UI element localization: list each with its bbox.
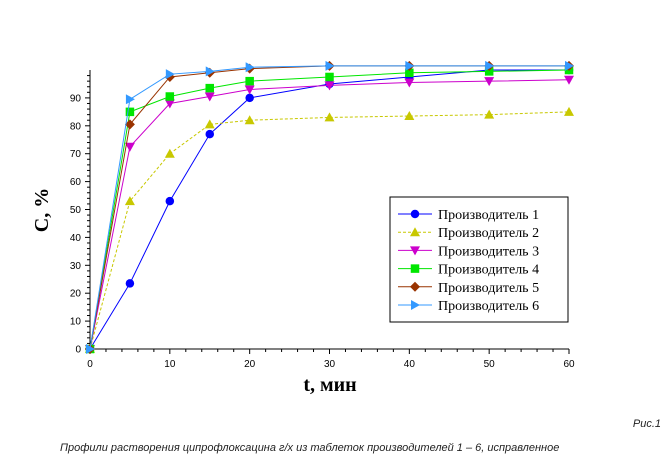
x-tick-label: 40 [404, 359, 416, 370]
data-point [404, 111, 415, 121]
data-point [204, 92, 215, 102]
y-tick-label: 40 [70, 233, 82, 244]
legend-label: Производитель 5 [438, 281, 539, 296]
x-tick-label: 60 [563, 359, 575, 370]
data-point [244, 85, 255, 95]
legend-marker [410, 264, 420, 273]
data-point [564, 75, 574, 85]
legend-item: Производитель 4 [398, 263, 539, 278]
data-point [485, 60, 495, 71]
y-tick-label: 70 [70, 149, 82, 160]
legend-marker [410, 227, 420, 237]
data-point [325, 60, 335, 71]
data-point [245, 93, 254, 103]
data-point [164, 99, 175, 109]
data-point [165, 196, 175, 206]
y-tick-label: 60 [70, 177, 82, 188]
series-group [85, 60, 574, 354]
data-point [205, 66, 215, 77]
y-axis-label: C, % [31, 188, 53, 232]
data-point [125, 279, 135, 288]
y-tick-label: 20 [70, 289, 82, 300]
y-tick-label: 90 [70, 93, 82, 104]
legend-label: Производитель 1 [438, 208, 539, 223]
legend-marker [411, 300, 420, 310]
series-2 [85, 106, 574, 353]
x-tick-label: 20 [244, 359, 256, 370]
series-6 [86, 60, 574, 354]
x-tick-label: 50 [484, 359, 496, 370]
data-point [324, 81, 335, 91]
data-point [205, 129, 214, 139]
legend-marker [410, 209, 420, 219]
data-point [324, 112, 335, 122]
data-point [244, 115, 255, 125]
legend-item: Производитель 1 [398, 208, 539, 223]
data-point [405, 60, 415, 71]
x-tick-label: 10 [164, 359, 176, 370]
data-point [204, 119, 215, 129]
data-point [165, 69, 175, 80]
data-point [86, 344, 95, 354]
data-point [245, 76, 254, 86]
data-point [484, 67, 494, 76]
axes: 0 10 20 30 40 50 60 70 80 90 0 10 20 30 40 50 60 [70, 70, 575, 370]
legend-item: Производитель 6 [398, 299, 539, 314]
data-point [165, 92, 175, 101]
x-axis-label: t, мин [303, 374, 356, 396]
data-point [484, 77, 495, 87]
data-point [124, 142, 135, 152]
figure-label: Рис.1 [632, 418, 661, 430]
data-point [125, 94, 135, 105]
legend: Производитель 1 Производитель 2 Производит… [389, 196, 569, 323]
legend-marker [410, 246, 420, 256]
data-point [125, 107, 135, 117]
legend-item: Производитель 2 [398, 226, 539, 241]
x-tick-label: 30 [324, 359, 336, 370]
data-point [564, 106, 574, 116]
legend-label: Производитель 6 [438, 299, 539, 314]
data-point [245, 62, 255, 73]
data-point [484, 109, 495, 119]
data-point [124, 196, 135, 206]
legend-label: Производитель 4 [438, 263, 539, 278]
data-point [205, 83, 214, 93]
series-line [89, 111, 570, 350]
data-point [325, 72, 334, 82]
data-point [164, 148, 175, 158]
data-point [405, 68, 414, 78]
y-tick-label: 10 [70, 317, 82, 328]
legend-box [389, 196, 569, 323]
data-point [404, 78, 415, 88]
data-point [565, 60, 574, 71]
legend-label: Производитель 2 [438, 226, 539, 241]
legend-label: Производитель 3 [438, 244, 539, 259]
figure-caption: Профили растворения ципрофлоксацина г/х … [60, 442, 560, 454]
y-tick-label: 0 [75, 345, 81, 356]
data-point [124, 119, 135, 130]
legend-item: Производитель 3 [398, 244, 539, 259]
legend-item: Производитель 5 [398, 281, 539, 296]
x-tick-label: 0 [87, 359, 93, 370]
legend-marker [410, 281, 420, 292]
y-tick-label: 30 [70, 261, 82, 272]
y-tick-label: 50 [70, 205, 82, 216]
y-tick-label: 80 [70, 121, 82, 132]
